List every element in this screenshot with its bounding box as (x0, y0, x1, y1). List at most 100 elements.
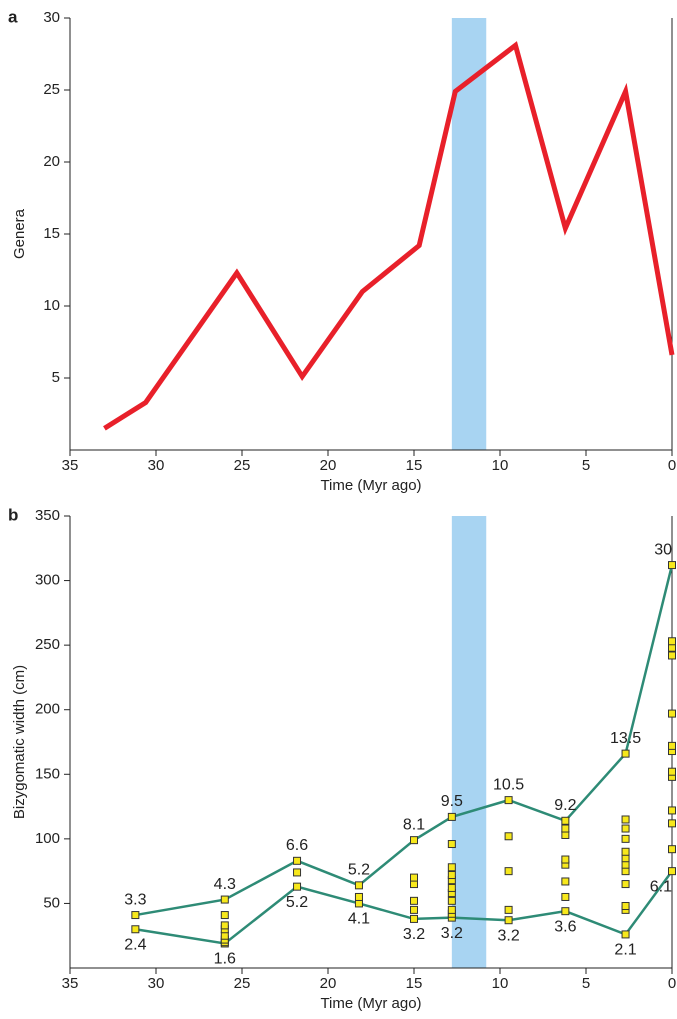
point (561, 907, 570, 916)
y-tick-label: 25 (43, 81, 60, 98)
point (504, 832, 513, 841)
point (410, 873, 418, 882)
point (220, 921, 229, 930)
x-tick-label: 5 (582, 975, 590, 992)
y-tick-label: 50 (43, 894, 60, 911)
point-label: 3.2 (497, 927, 519, 944)
point-label: 3.6 (554, 918, 576, 935)
point (354, 899, 363, 908)
y-tick-label: 300 (35, 572, 60, 589)
point (354, 892, 363, 901)
point (561, 824, 570, 833)
point-label: 9.2 (554, 797, 576, 814)
x-tick-label: 20 (320, 457, 337, 474)
y-tick-label: 20 (43, 153, 60, 170)
point-label: 3.3 (124, 891, 146, 908)
point (561, 877, 570, 886)
point (220, 931, 229, 940)
point-label: 13.5 (610, 730, 641, 747)
y-tick-label: 250 (35, 636, 60, 653)
point-label: 2.1 (614, 942, 636, 959)
x-axis-label: Time (Myr ago) (320, 477, 421, 494)
point (668, 845, 676, 854)
x-tick-label: 35 (62, 975, 79, 992)
y-tick-label: 150 (35, 765, 60, 782)
point (561, 855, 570, 864)
point (504, 867, 513, 876)
x-tick-label: 30 (148, 457, 165, 474)
point (354, 881, 363, 890)
x-tick-label: 30 (148, 975, 165, 992)
y-tick-label: 30 (43, 9, 60, 26)
point (220, 895, 229, 904)
point (621, 860, 630, 869)
point (621, 902, 630, 911)
point-label: 3.2 (403, 926, 425, 943)
y-tick-label: 15 (43, 225, 60, 242)
x-tick-label: 25 (234, 457, 251, 474)
y-tick-label: 350 (35, 507, 60, 524)
series-line (103, 41, 675, 431)
y-tick-label: 100 (35, 830, 60, 847)
point (668, 741, 676, 750)
point (621, 749, 630, 758)
point (293, 882, 302, 891)
x-tick-label: 10 (492, 975, 509, 992)
y-tick-label: 200 (35, 701, 60, 718)
point-label: 4.1 (348, 911, 370, 928)
point (293, 868, 302, 877)
x-tick-label: 0 (668, 457, 676, 474)
point-label: 2.4 (124, 936, 146, 953)
point (131, 925, 140, 934)
x-tick-label: 0 (668, 975, 676, 992)
y-axis-label: Genera (11, 208, 28, 259)
point (220, 911, 229, 920)
panel-label: b (8, 505, 18, 524)
point (621, 854, 630, 863)
point (410, 905, 418, 914)
series-line (135, 870, 674, 945)
point-label: 4.3 (214, 876, 236, 893)
point (621, 867, 630, 876)
point (621, 815, 630, 824)
point (668, 651, 676, 660)
point (504, 916, 513, 925)
point (668, 767, 676, 776)
point-label: 9.5 (441, 793, 463, 810)
point (410, 914, 418, 923)
x-tick-label: 15 (406, 975, 423, 992)
x-tick-label: 20 (320, 975, 337, 992)
point (410, 896, 418, 905)
point (668, 806, 676, 815)
point (668, 867, 676, 876)
x-tick-label: 15 (406, 457, 423, 474)
point (504, 796, 513, 805)
y-axis-label: Bizygomatic width (cm) (11, 665, 28, 819)
point (447, 905, 456, 914)
point (668, 561, 676, 570)
highlight-band (451, 516, 487, 968)
point (410, 836, 418, 845)
point (668, 637, 676, 646)
point (447, 863, 456, 872)
point (561, 830, 570, 839)
point (293, 856, 302, 865)
x-tick-label: 35 (62, 457, 79, 474)
point-label: 6.1 (650, 878, 672, 895)
point (668, 643, 676, 652)
point-label: 10.5 (493, 776, 524, 793)
point (447, 871, 456, 880)
x-tick-label: 5 (582, 457, 590, 474)
point-label: 6.6 (286, 837, 308, 854)
point-label: 3.2 (441, 925, 463, 942)
point (447, 896, 456, 905)
point (668, 819, 676, 828)
y-tick-label: 10 (43, 297, 60, 314)
point (621, 834, 630, 843)
point (561, 816, 570, 825)
x-tick-label: 10 (492, 457, 509, 474)
point (621, 824, 630, 833)
panel-label: a (8, 7, 18, 26)
point (561, 892, 570, 901)
point-label: 5.2 (286, 894, 308, 911)
